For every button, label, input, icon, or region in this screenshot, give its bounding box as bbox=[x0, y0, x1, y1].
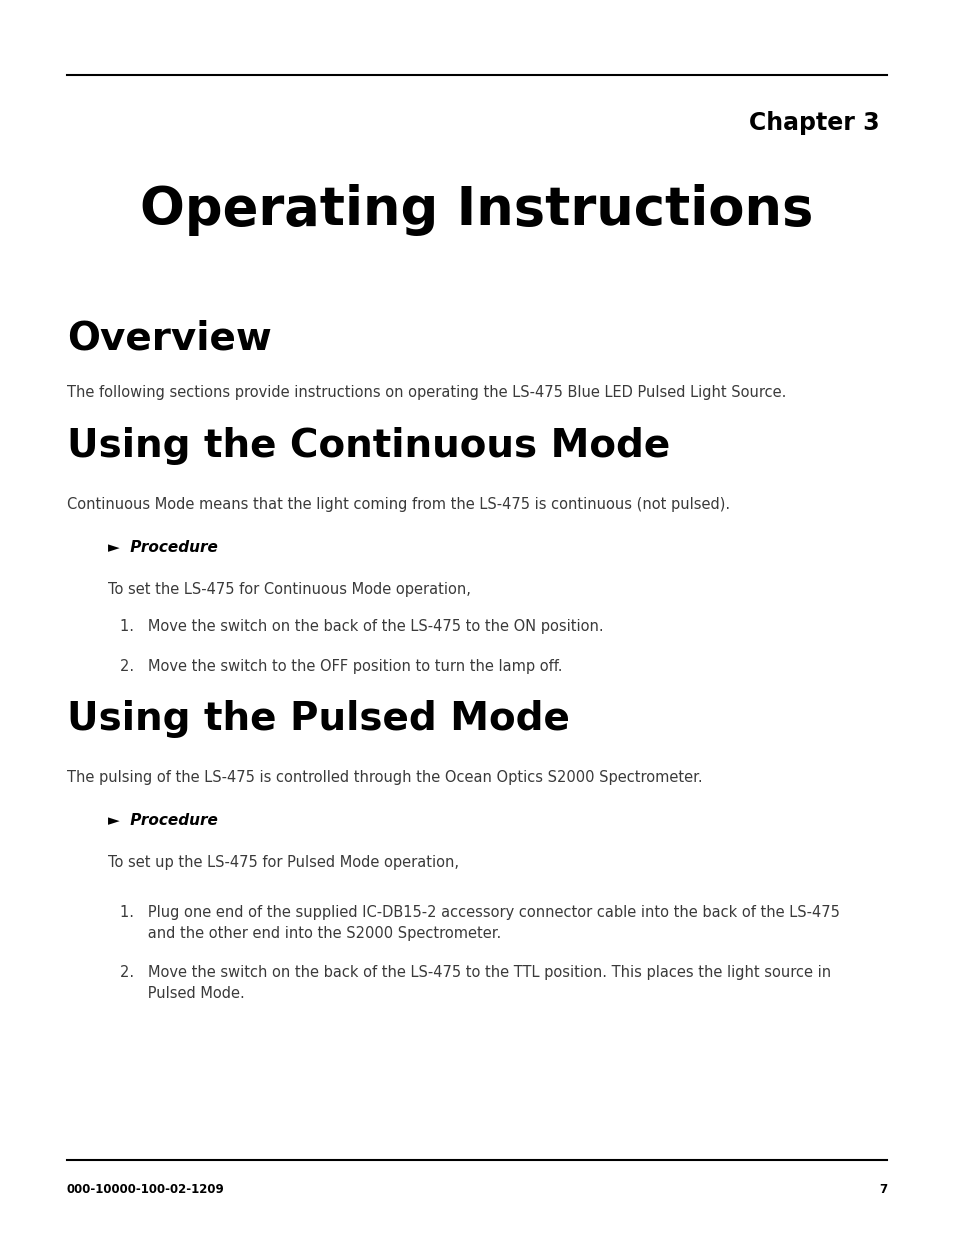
Text: To set the LS-475 for Continuous Mode operation,: To set the LS-475 for Continuous Mode op… bbox=[108, 582, 471, 597]
Text: Chapter 3: Chapter 3 bbox=[749, 111, 879, 135]
Text: To set up the LS-475 for Pulsed Mode operation,: To set up the LS-475 for Pulsed Mode ope… bbox=[108, 855, 458, 869]
Text: The pulsing of the LS-475 is controlled through the Ocean Optics S2000 Spectrome: The pulsing of the LS-475 is controlled … bbox=[67, 769, 702, 785]
Text: Overview: Overview bbox=[67, 320, 272, 358]
Text: ►  Procedure: ► Procedure bbox=[108, 813, 217, 827]
Text: Operating Instructions: Operating Instructions bbox=[140, 184, 813, 236]
Text: Using the Pulsed Mode: Using the Pulsed Mode bbox=[67, 700, 569, 739]
Text: 1.   Plug one end of the supplied IC-DB15-2 accessory connector cable into the b: 1. Plug one end of the supplied IC-DB15-… bbox=[120, 905, 839, 941]
Text: 1.   Move the switch on the back of the LS-475 to the ON position.: 1. Move the switch on the back of the LS… bbox=[120, 619, 603, 634]
Text: 2.   Move the switch on the back of the LS-475 to the TTL position. This places : 2. Move the switch on the back of the LS… bbox=[120, 965, 830, 1002]
Text: The following sections provide instructions on operating the LS-475 Blue LED Pul: The following sections provide instructi… bbox=[67, 385, 785, 400]
Text: 7: 7 bbox=[878, 1183, 886, 1195]
Text: Using the Continuous Mode: Using the Continuous Mode bbox=[67, 427, 670, 466]
Text: ►  Procedure: ► Procedure bbox=[108, 540, 217, 555]
Text: 2.   Move the switch to the OFF position to turn the lamp off.: 2. Move the switch to the OFF position t… bbox=[120, 659, 562, 674]
Text: Continuous Mode means that the light coming from the LS-475 is continuous (not p: Continuous Mode means that the light com… bbox=[67, 496, 729, 513]
Text: 000-10000-100-02-1209: 000-10000-100-02-1209 bbox=[67, 1183, 225, 1195]
